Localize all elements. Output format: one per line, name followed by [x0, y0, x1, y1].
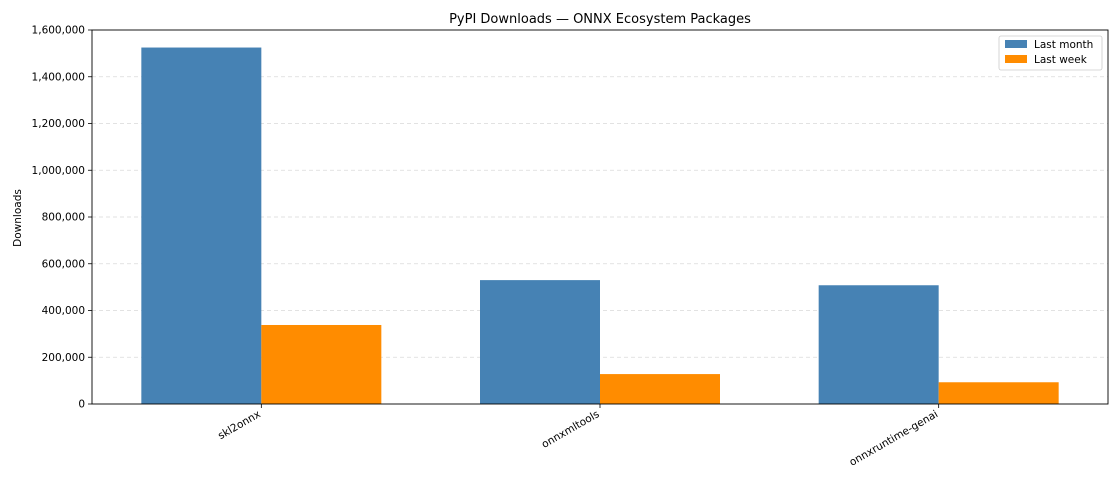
bar-last-week-onnxmltools — [600, 374, 720, 404]
x-tick-label: skl2onnx — [216, 408, 263, 442]
bar-last-week-skl2onnx — [261, 324, 382, 404]
bar-last-month-onnxmltools — [480, 280, 600, 404]
legend-label: Last month — [1034, 39, 1093, 51]
bar-last-month-onnxruntime-genai — [818, 285, 939, 404]
y-tick-label: 1,600,000 — [32, 25, 85, 37]
y-axis-label: Downloads — [12, 189, 24, 247]
y-tick-label: 400,000 — [42, 305, 85, 317]
y-tick-label: 600,000 — [42, 258, 85, 270]
legend-swatch — [1005, 55, 1027, 63]
x-tick-label: onnxmltools — [540, 408, 602, 451]
x-ticks: skl2onnx onnxmltools onnxruntime-genai — [216, 404, 940, 469]
y-tick-label: 200,000 — [42, 352, 85, 364]
y-tick-label: 1,200,000 — [32, 118, 85, 130]
y-tick-label: 1,000,000 — [32, 165, 85, 177]
bar-last-week-onnxruntime-genai — [938, 382, 1059, 404]
chart-title: PyPI Downloads — ONNX Ecosystem Packages — [449, 12, 751, 27]
y-tick-label: 0 — [78, 399, 85, 411]
x-tick-label: onnxruntime-genai — [847, 408, 940, 469]
legend-swatch — [1005, 40, 1027, 48]
bar-last-month-skl2onnx — [141, 47, 262, 404]
bars — [141, 47, 1059, 404]
y-tick-label: 800,000 — [42, 212, 85, 224]
legend-label: Last week — [1034, 54, 1088, 66]
y-tick-label: 1,400,000 — [32, 71, 85, 83]
legend: Last month Last week — [998, 35, 1103, 71]
y-ticks: 0 200,000 400,000 600,000 800,000 1,000,000 1,… — [32, 25, 92, 411]
